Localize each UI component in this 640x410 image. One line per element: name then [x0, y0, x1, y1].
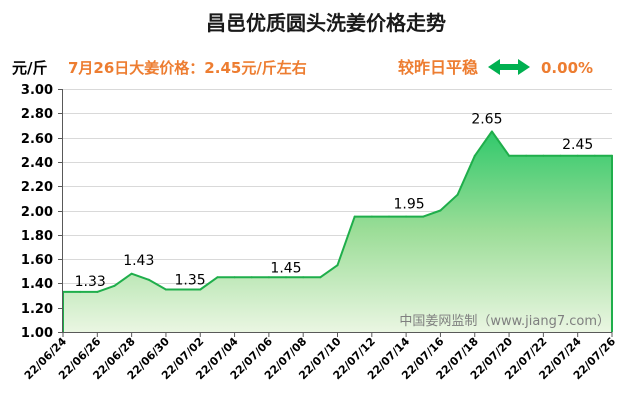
y-tick-label: 2.20 [21, 180, 53, 195]
data-point [130, 272, 133, 275]
y-tick-label: 1.80 [21, 229, 53, 244]
data-label: 1.45 [270, 260, 301, 276]
data-point [199, 288, 202, 291]
data-point [611, 154, 613, 157]
data-point [147, 278, 150, 281]
data-point [576, 154, 579, 157]
data-point [250, 276, 253, 279]
y-tick-label: 1.20 [21, 302, 53, 317]
data-point [113, 284, 116, 287]
price-headline: 7月26日大姜价格：2.45元/斤左右 [68, 59, 307, 77]
data-point [233, 276, 236, 279]
data-label: 1.95 [394, 197, 425, 213]
data-labels: 1.33 1.43 1.35 1.45 1.95 2.65 2.45 [75, 112, 594, 290]
data-point [559, 154, 562, 157]
data-label: 1.33 [75, 274, 106, 290]
double-arrow-icon [488, 59, 530, 75]
data-label: 1.43 [123, 253, 154, 269]
data-point [388, 215, 390, 218]
y-tick-label: 1.60 [21, 253, 53, 268]
data-label: 1.35 [175, 273, 206, 289]
data-point [353, 215, 356, 218]
data-point [456, 193, 459, 196]
data-point [164, 288, 167, 291]
y-tick-label: 1.00 [21, 326, 53, 341]
y-axis-ticks: 3.00 2.80 2.60 2.40 2.20 2.00 1.80 1.60 1.40 1.20… [21, 83, 63, 341]
y-tick-label: 1.40 [21, 277, 53, 292]
header-row: 元/斤 7月26日大姜价格：2.45元/斤左右 较昨日平稳 0.00% [12, 58, 593, 77]
price-series [62, 130, 613, 332]
data-point [216, 276, 219, 279]
data-point [490, 130, 493, 133]
data-point [422, 215, 425, 218]
data-point [267, 276, 270, 279]
data-point [542, 154, 545, 157]
x-axis-ticks: 22/06/2422/06/2622/06/2822/06/3022/07/02… [22, 332, 618, 382]
y-tick-label: 2.60 [21, 132, 53, 147]
change-percent: 0.00% [541, 59, 593, 77]
data-point [405, 215, 408, 218]
y-axis-unit: 元/斤 [12, 59, 47, 77]
change-status: 较昨日平稳 [398, 58, 478, 77]
y-tick-label: 2.40 [21, 156, 53, 171]
data-point [96, 290, 99, 293]
data-point [336, 264, 339, 267]
y-tick-label: 3.00 [21, 83, 53, 98]
price-area [63, 131, 612, 332]
data-label: 2.45 [562, 137, 593, 153]
data-point [439, 209, 442, 212]
data-point [473, 154, 476, 157]
data-point [508, 154, 511, 157]
data-point [182, 288, 185, 291]
watermark: 中国姜网监制（www.jiang7.com） [399, 314, 610, 329]
data-point [302, 276, 305, 279]
data-point [79, 290, 82, 293]
chart-title: 昌邑优质圆头洗姜价格走势 [206, 11, 446, 35]
y-tick-label: 2.00 [21, 205, 53, 220]
data-point [319, 276, 322, 279]
data-point [285, 276, 287, 279]
data-point [525, 154, 528, 157]
data-label: 2.65 [471, 112, 502, 128]
data-point [370, 215, 373, 218]
y-tick-label: 2.80 [21, 107, 53, 122]
data-point [593, 154, 596, 157]
